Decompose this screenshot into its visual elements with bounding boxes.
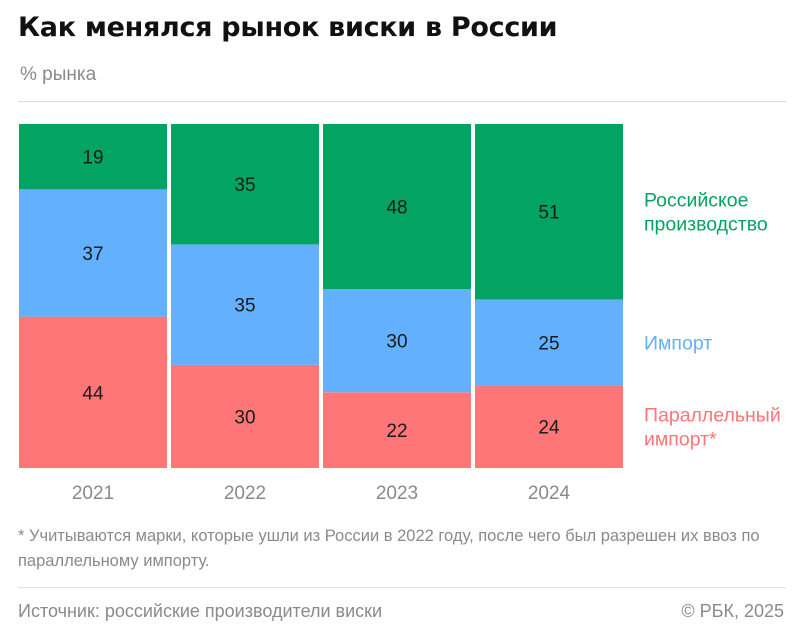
legend-label: импорт* — [644, 429, 717, 451]
bar-segment — [19, 189, 167, 317]
header-divider — [18, 101, 786, 102]
x-tick-label: 2022 — [224, 483, 266, 504]
data-label: 48 — [386, 198, 407, 219]
footer-divider — [18, 587, 786, 588]
bar-segment — [475, 124, 623, 300]
data-label: 25 — [538, 333, 559, 354]
x-tick-label: 2023 — [376, 483, 418, 504]
bar-segment — [323, 392, 471, 468]
legend-label: Параллельный — [644, 405, 781, 427]
data-label: 24 — [538, 418, 560, 439]
bar-segment — [171, 364, 319, 468]
data-label: 44 — [82, 383, 104, 404]
data-label: 51 — [538, 203, 559, 224]
bar-segment — [171, 244, 319, 365]
data-label: 35 — [234, 175, 255, 196]
x-tick-label: 2021 — [72, 483, 114, 504]
data-label: 30 — [386, 332, 407, 353]
chart-title: Как менялся рынок виски в России — [18, 12, 558, 43]
bar-segment — [323, 289, 471, 393]
x-tick-label: 2024 — [528, 483, 571, 504]
stacked-bar-chart: 44 37 19 2021 30 35 35 2022 22 30 48 2023 24 25 51 2024… — [19, 124, 781, 504]
bar-segment — [19, 124, 167, 190]
legend-label: производство — [644, 214, 768, 236]
data-label: 37 — [82, 244, 103, 265]
data-label: 19 — [82, 148, 103, 169]
chart-subtitle: % рынка — [20, 64, 97, 85]
data-label: 30 — [234, 407, 255, 428]
bar-segment — [475, 385, 623, 468]
bar-segment — [19, 316, 167, 468]
source-note: Источник: российские производители виски — [18, 601, 383, 621]
bar-segment — [475, 299, 623, 386]
copyright: © РБК, 2025 — [681, 601, 784, 621]
data-label: 22 — [386, 421, 407, 442]
data-label: 35 — [234, 296, 255, 317]
legend-label: Российское — [644, 190, 748, 212]
footnote: * Учитываются марки, которые ушли из Рос… — [18, 527, 760, 570]
legend-label: Импорт — [644, 332, 712, 354]
bar-segment — [171, 124, 319, 245]
bar-segment — [323, 124, 471, 290]
